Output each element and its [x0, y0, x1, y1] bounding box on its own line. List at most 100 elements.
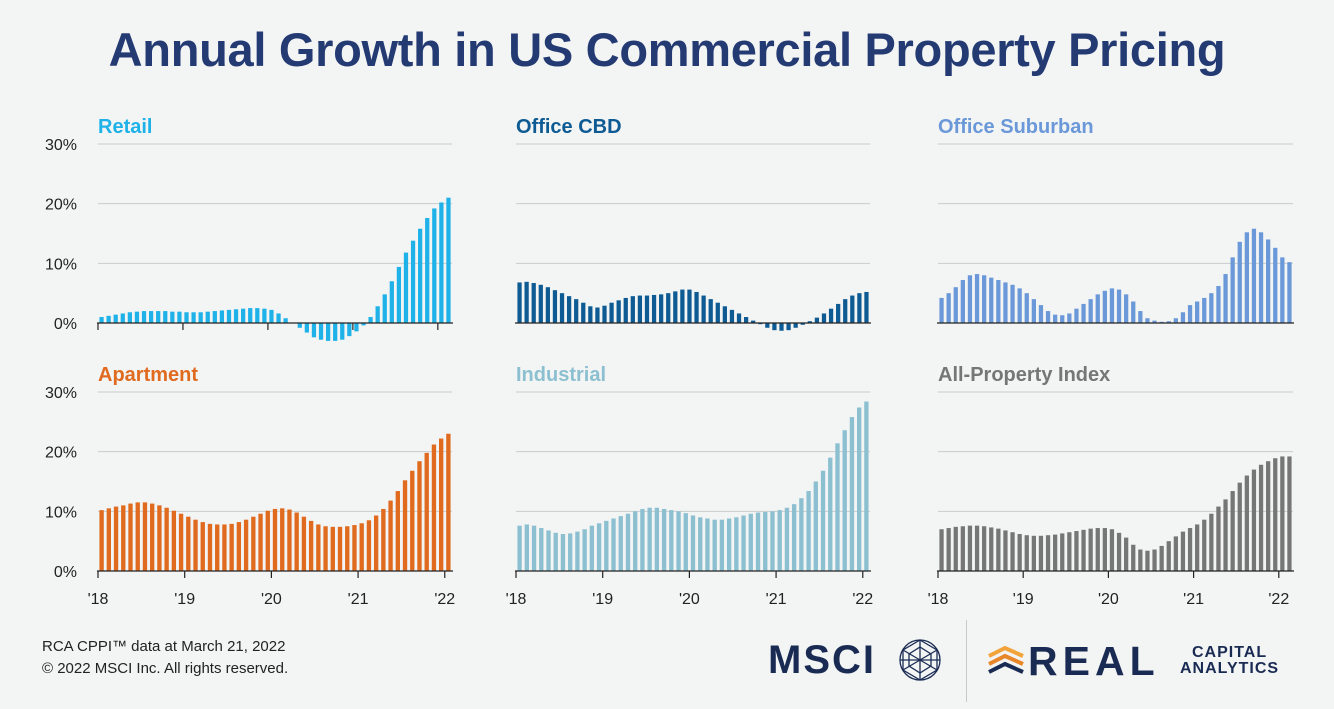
office-suburban-bar [1187, 305, 1193, 323]
office-suburban-bar [1216, 286, 1221, 323]
office-suburban-bar [1173, 318, 1178, 323]
industrial-bar [654, 507, 660, 571]
industrial-chart-title: Industrial [516, 364, 606, 386]
office-suburban-bar [1116, 289, 1122, 323]
all-property-index-bar [1053, 534, 1058, 571]
all-property-index-bar [1010, 532, 1015, 571]
all-property-index-bar [1159, 545, 1164, 571]
office-cbd-bar [531, 283, 536, 323]
retail-bar [106, 315, 111, 323]
office-cbd-bar [857, 293, 862, 323]
rca-logo-analytics: ANALYTICS [1180, 660, 1280, 677]
apartment-x-tick-label: '22 [434, 591, 455, 608]
office-cbd-bar [609, 302, 614, 323]
apartment-bar [99, 510, 104, 571]
industrial-bar [741, 515, 746, 571]
industrial-bar [820, 470, 826, 571]
all-property-index-bar [1095, 528, 1100, 571]
office-suburban-bar [1010, 284, 1015, 323]
industrial-bar [669, 510, 674, 571]
retail-x-tick-label: '19 [173, 0, 194, 4]
retail-bar [311, 323, 317, 338]
retail-bar [361, 323, 366, 326]
office-suburban-bar [1081, 303, 1086, 323]
office-suburban-bar [1152, 320, 1157, 323]
retail-bar [141, 311, 147, 323]
industrial-bar [524, 524, 529, 571]
all-property-index-bar [1230, 491, 1235, 571]
office-suburban-bar [1102, 290, 1107, 323]
office-suburban-bar [1060, 315, 1065, 323]
apartment-bar [121, 505, 126, 571]
apartment-y-tick-label: 0% [54, 564, 77, 581]
office-suburban-bar [967, 275, 973, 323]
apartment-bar [446, 433, 451, 571]
all-property-index-bar [1138, 549, 1143, 571]
retail-bar [255, 308, 260, 323]
industrial-bar [531, 525, 537, 571]
all-property-index-bar [1223, 499, 1228, 571]
msci-logo-text: MSCI [768, 638, 876, 682]
office-cbd-bar [566, 296, 572, 323]
apartment-bar [229, 523, 234, 571]
globe-icon [899, 639, 941, 681]
retail-bar [396, 266, 402, 323]
office-suburban-bar [960, 280, 965, 323]
office-cbd-bar [729, 309, 735, 323]
apartment-bar [359, 523, 364, 571]
office-suburban-bar [1166, 321, 1171, 323]
office-suburban-bar [1124, 294, 1129, 323]
logo-divider [966, 620, 967, 702]
industrial-bar [683, 513, 688, 571]
retail-bar [233, 309, 239, 323]
apartment-x-tick-label: '19 [174, 591, 195, 608]
office-suburban-bar [1045, 311, 1051, 323]
industrial-bar [842, 430, 847, 571]
apartment-bar [373, 515, 379, 571]
industrial-bar [568, 533, 573, 571]
office-cbd-bar [786, 323, 791, 331]
retail-x-tick-label: '18 [88, 0, 109, 4]
industrial-bar [661, 508, 667, 571]
industrial-x-tick-label: '18 [506, 591, 527, 608]
apartment-bar [215, 524, 220, 571]
apartment-x-tick-label: '18 [88, 591, 109, 608]
all-property-index-bar [1081, 529, 1086, 571]
retail-bar [212, 311, 217, 323]
apartment-bar [323, 526, 328, 571]
industrial-bar [647, 507, 652, 571]
apartment-bar [352, 525, 357, 571]
retail-bar [262, 308, 267, 323]
retail-bar [184, 312, 189, 323]
all-property-index-bar [946, 528, 951, 571]
office-cbd-bar [644, 295, 650, 323]
apartment-bar [287, 509, 292, 571]
retail-x-tick-label: '21 [342, 0, 363, 4]
industrial-bar [582, 529, 587, 571]
apartment-bar [308, 520, 314, 571]
rca-logo-capital: CAPITAL [1191, 644, 1268, 661]
office-cbd-bar [765, 323, 770, 328]
retail-bar [248, 308, 253, 323]
apartment-bar [366, 520, 372, 571]
all-property-index-bar [1216, 506, 1221, 571]
retail-bar [205, 311, 210, 323]
office-cbd-bar [751, 320, 756, 323]
apartment-bar [424, 452, 429, 571]
office-suburban-bar [1280, 257, 1285, 323]
retail-bar [198, 312, 203, 323]
office-suburban-bar [939, 297, 944, 323]
office-suburban-bar [1145, 318, 1150, 323]
office-suburban-bar [1095, 294, 1100, 323]
apartment-bar [417, 461, 422, 571]
apartment-bar [410, 470, 415, 571]
all-property-index-bar [1067, 532, 1072, 571]
retail-bar [177, 311, 182, 323]
all-property-index-bar [1287, 456, 1292, 571]
office-suburban-bar [1273, 247, 1278, 323]
all-property-index-bar [1031, 535, 1036, 571]
office-cbd-bar [821, 313, 827, 323]
all-property-index-bar [1124, 537, 1129, 571]
apartment-bar [431, 444, 437, 571]
apartment-x-tick-label: '21 [348, 591, 369, 608]
